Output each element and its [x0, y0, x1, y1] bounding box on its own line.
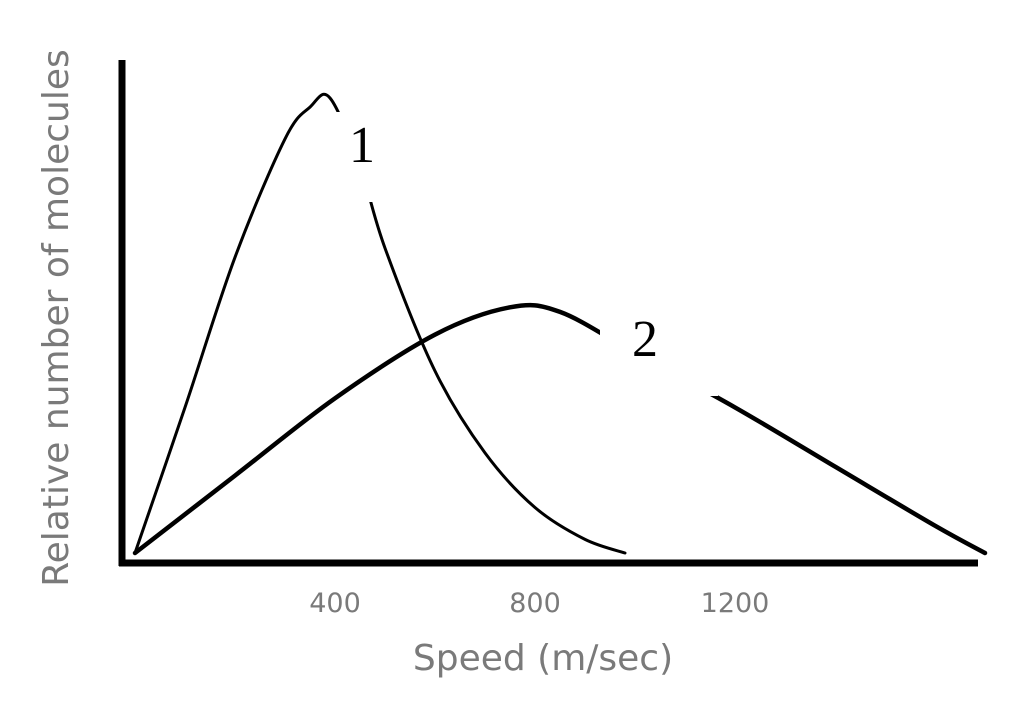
label-gap-2	[600, 306, 718, 396]
series-2-label: 2	[632, 311, 658, 368]
x-axis-label: Speed (m/sec)	[413, 638, 673, 679]
x-tick-label: 800	[509, 588, 561, 619]
x-tick-labels: 400 800 1200	[309, 588, 769, 619]
curves	[132, 92, 988, 556]
series-1-label: 1	[349, 117, 375, 174]
label-gap-1	[334, 112, 388, 202]
x-tick-label: 1200	[701, 588, 770, 619]
x-tick-label: 400	[309, 588, 361, 619]
y-axis-label: Relative number of molecules	[36, 49, 77, 586]
series-2-curve	[132, 302, 988, 556]
